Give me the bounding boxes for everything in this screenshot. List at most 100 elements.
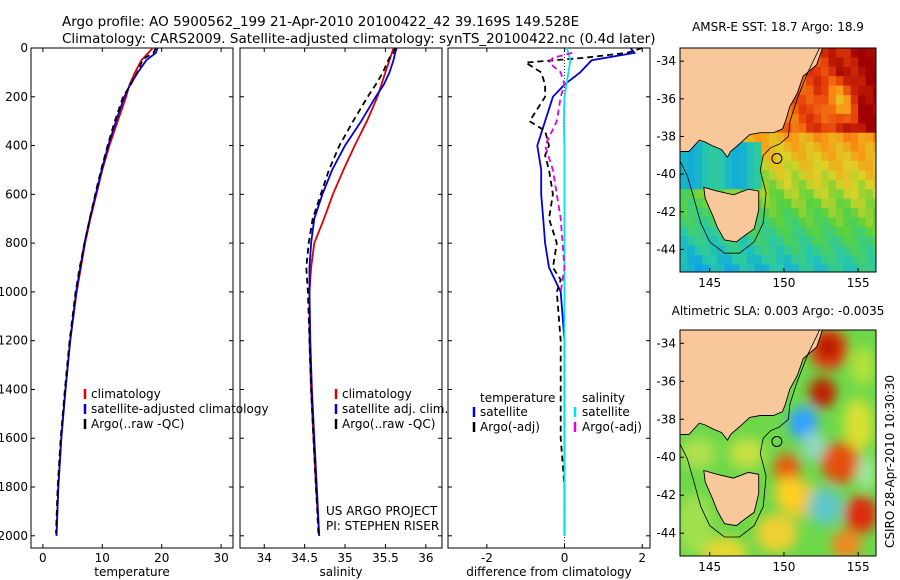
sst-cell: [709, 160, 718, 171]
sst-cell: [798, 198, 807, 209]
sst-cell: [873, 104, 876, 115]
sst-cell: [709, 264, 718, 272]
sla-shelf-contour: [680, 330, 820, 538]
plot-frame: [30, 47, 234, 549]
sla-field: [680, 330, 876, 556]
sst-cell: [776, 132, 785, 143]
sst-cell: [754, 245, 763, 256]
sst-cell: [865, 104, 874, 115]
sst-cell: [776, 217, 785, 228]
sst-cell: [791, 226, 800, 237]
sst-cell: [865, 189, 874, 200]
sst-cell: [821, 132, 830, 143]
sst-map-title: AMSR-E SST: 18.7 Argo: 18.9: [692, 20, 864, 34]
sst-cell: [858, 85, 867, 96]
sst-cell: [783, 226, 792, 237]
map-y-tick-label: -36: [656, 374, 676, 388]
sst-cell: [702, 255, 711, 266]
sst-cell: [850, 217, 859, 228]
sst-cell: [687, 198, 696, 209]
sst-cell: [769, 179, 778, 190]
sst-cell: [821, 226, 830, 237]
sst-cell: [739, 170, 748, 181]
sst-cell: [806, 217, 815, 228]
sst-cell: [769, 245, 778, 256]
sst-cell: [806, 123, 815, 134]
sst-cell: [873, 76, 876, 87]
sst-cell: [709, 170, 718, 181]
sst-cell: [791, 95, 800, 106]
sst-cell: [761, 142, 770, 153]
sst-cell: [821, 245, 830, 256]
sst-cell: [783, 132, 792, 143]
sla-anomaly-blob: [821, 442, 860, 484]
sst-cell: [702, 170, 711, 181]
sst-cell: [717, 255, 726, 266]
sst-cell: [680, 198, 688, 209]
sst-cell: [858, 255, 867, 266]
sst-cell: [858, 95, 867, 106]
sst-cell: [776, 189, 785, 200]
sst-cell: [850, 113, 859, 124]
sst-cell: [687, 217, 696, 228]
sst-cell: [865, 264, 874, 272]
map-y-tick-label: -42: [656, 205, 676, 219]
sst-cell: [783, 170, 792, 181]
y-tick-label: 1200: [0, 334, 28, 348]
sst-cell: [687, 226, 696, 237]
sst-cell: [843, 66, 852, 77]
sst-cell: [702, 226, 711, 237]
sst-cell: [843, 217, 852, 228]
sst-cell: [798, 113, 807, 124]
sst-cell: [873, 198, 876, 209]
sst-cell: [694, 170, 703, 181]
sst-cell: [813, 95, 822, 106]
sst-cell: [687, 264, 696, 272]
sst-cell: [850, 95, 859, 106]
sst-cell: [813, 123, 822, 134]
sst-cell: [850, 208, 859, 218]
sst-cell: [813, 66, 822, 77]
sst-cell: [843, 264, 852, 272]
sst-cell: [835, 189, 844, 200]
sst-cell: [694, 160, 703, 171]
sst-cell: [806, 66, 815, 77]
sst-cell: [873, 85, 876, 96]
sst-cell: [858, 142, 867, 153]
sst-cell: [873, 255, 876, 266]
sst-cell: [769, 170, 778, 181]
x-tick-label: 2: [638, 551, 646, 565]
sst-cell: [687, 160, 696, 171]
sst-cell: [754, 160, 763, 171]
sst-cell: [813, 236, 822, 247]
series-line-argo-raw-qc-: [305, 47, 396, 534]
sst-map: [680, 48, 876, 272]
sst-cell: [873, 132, 876, 143]
sst-cell: [769, 198, 778, 209]
sst-cell: [754, 264, 763, 272]
sst-cell: [798, 189, 807, 200]
sst-cell: [821, 95, 830, 106]
sst-cell: [835, 236, 844, 247]
sst-cell: [724, 151, 733, 162]
sst-cell: [761, 151, 770, 162]
sla-anomaly-blob: [809, 377, 836, 408]
map-x-tick-label: 145: [698, 560, 721, 574]
temperature-panel: 0 10 20 30 0 200 400 600 800 1000 1200 1400 1600 1800…: [0, 41, 269, 579]
sst-cell: [724, 245, 733, 256]
sst-cell: [746, 142, 755, 153]
sst-cell: [835, 76, 844, 87]
map-y-tick-label: -36: [656, 92, 676, 106]
sst-cell: [821, 160, 830, 171]
sst-cell: [680, 236, 688, 247]
sst-cell: [798, 123, 807, 134]
sst-cell: [806, 245, 815, 256]
sla-anomaly-blob: [801, 430, 826, 461]
sst-cell: [873, 151, 876, 162]
sst-cell: [798, 142, 807, 153]
sst-cell: [828, 95, 837, 106]
sst-cell: [873, 160, 876, 171]
sst-cell: [865, 160, 874, 171]
sst-cell: [791, 160, 800, 171]
sst-cell: [798, 255, 807, 266]
